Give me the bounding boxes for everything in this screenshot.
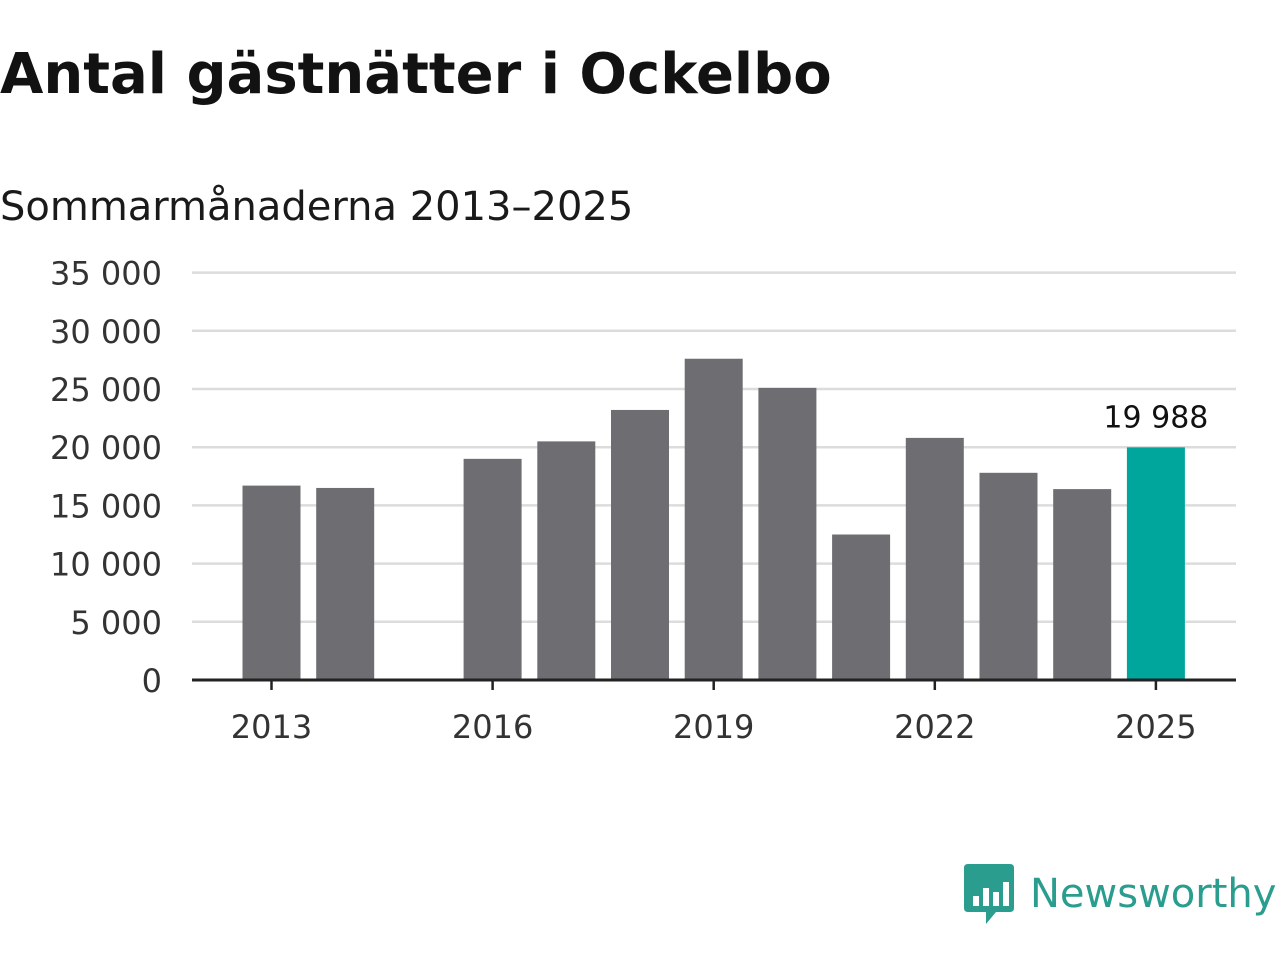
- x-tick-label: 2025: [1115, 708, 1196, 746]
- chart-title: Antal gästnätter i Ockelbo: [0, 42, 832, 107]
- bar-2019: [684, 358, 743, 680]
- bar-2022: [905, 437, 964, 680]
- bar-2020: [758, 387, 817, 680]
- bar-2014: [316, 487, 375, 680]
- bar-2018: [611, 409, 669, 680]
- bar-2021: [832, 534, 891, 680]
- bars: [242, 358, 1185, 680]
- bar-2013: [242, 485, 301, 680]
- data-labels: 19 988: [1103, 400, 1208, 435]
- newsworthy-chart-bubble-icon: [964, 864, 1014, 924]
- y-tick-label: 20 000: [50, 429, 162, 467]
- bar-2025: [1126, 447, 1185, 680]
- x-tick-label: 2019: [673, 708, 754, 746]
- bar-2023: [979, 472, 1038, 680]
- y-tick-label: 30 000: [50, 313, 162, 351]
- y-tick-label: 15 000: [50, 487, 162, 525]
- y-tick-label: 5 000: [70, 604, 162, 642]
- y-axis-labels: 0 5 000 10 000 15 000 20 000 25 000 30 000 35 0…: [50, 255, 162, 700]
- x-tick-label: 2022: [894, 708, 975, 746]
- y-tick-label: 10 000: [50, 546, 162, 584]
- bar-2016: [463, 458, 522, 680]
- y-tick-label: 0: [142, 662, 162, 700]
- chart-subtitle: Sommarmånaderna 2013–2025: [0, 184, 634, 230]
- newsworthy-logo: Newsworthy: [962, 862, 1276, 926]
- data-label: 19 988: [1103, 400, 1208, 435]
- x-tick-label: 2013: [231, 708, 312, 746]
- x-tick-label: 2016: [452, 708, 533, 746]
- bar-2017: [537, 441, 596, 680]
- x-axis-ticks: 2013 2016 2019 2022 2025: [231, 680, 1197, 746]
- y-tick-label: 25 000: [50, 371, 162, 409]
- y-tick-label: 35 000: [50, 255, 162, 293]
- bar-2024: [1053, 489, 1112, 680]
- logo-text: Newsworthy: [1030, 871, 1277, 917]
